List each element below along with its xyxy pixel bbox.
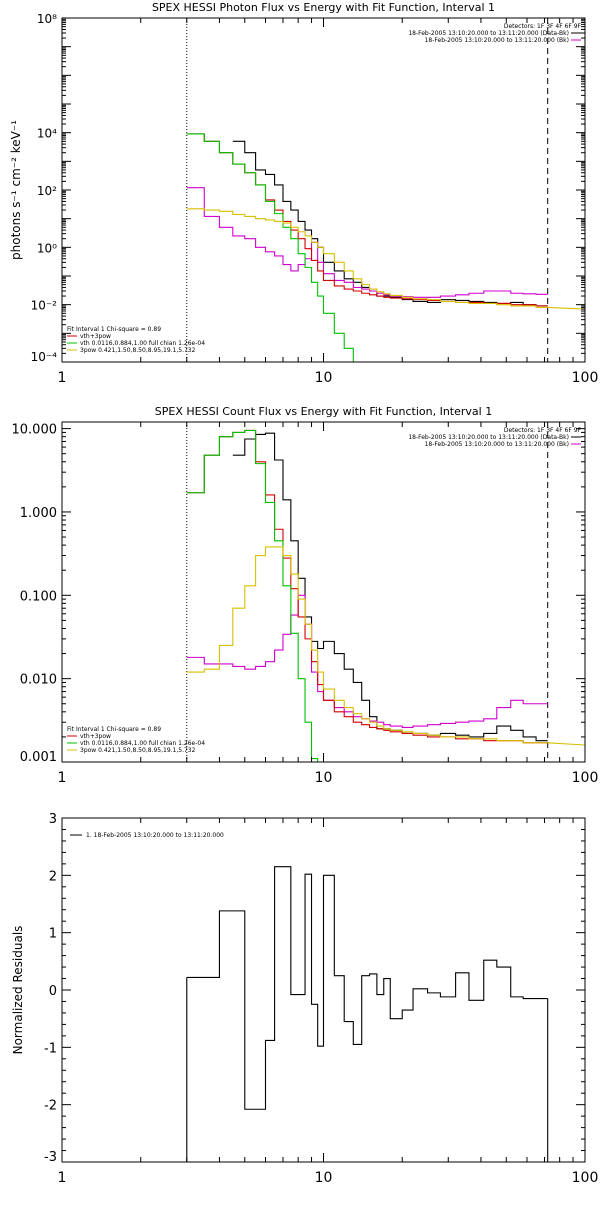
series-vth-3pow-line	[186, 429, 548, 744]
x-tick-label: 1	[58, 1170, 67, 1186]
x-tick-label: 100	[572, 770, 599, 786]
x-tick-label: 10	[315, 370, 333, 386]
legend-top-entry: 18-Feb-2005 13:10:20.000 to 13:11:20.000…	[425, 441, 569, 448]
series-vth-line	[186, 133, 354, 362]
y-tick-label: -1	[44, 1041, 57, 1056]
y-tick-label: 10⁴	[37, 127, 57, 141]
series-data-bk-line	[232, 432, 548, 742]
chart-panel-3: Normalized Residuals 1 10 100 -3 -2 -1 0 1 2 3 1. 1…	[11, 812, 598, 1186]
legend-bottom-entry: vth+3pow	[80, 733, 111, 740]
y-tick-label: 10⁻²	[31, 299, 58, 313]
y-tick-label: 0	[49, 984, 57, 999]
legend-bottom-entry: Fit Interval 1 Chi-square = 0.89	[67, 726, 161, 733]
chart-title: SPEX HESSI Count Flux vs Energy with Fit…	[155, 405, 492, 418]
chart-panel-1: SPEX HESSI Photon Flux vs Energy with Fi…	[9, 1, 598, 386]
x-tick-label: 1	[58, 370, 67, 386]
series-vth-line	[186, 429, 319, 762]
plot-data-layer	[186, 866, 549, 1162]
series-vth-3pow-line	[186, 133, 548, 307]
x-axis-ticks	[61, 818, 586, 1162]
legend-bottom-entry: 3pow 0.421,1.50,8.50,8.95,19.1,5.732	[80, 747, 196, 754]
x-tick-label: 10	[315, 770, 333, 786]
y-axis-ticks	[62, 428, 585, 763]
y-tick-label: -3	[44, 1150, 57, 1165]
y-tick-label: 0.100	[20, 589, 57, 604]
series-data-bk-line	[232, 140, 548, 307]
plot-data-layer	[186, 18, 585, 362]
chart-panel-2: SPEX HESSI Count Flux vs Energy with Fit…	[12, 405, 599, 786]
series-bk-line	[186, 187, 548, 298]
legend-bottom-entry: vth+3pow	[80, 333, 111, 340]
y-tick-label: 2	[49, 869, 57, 884]
legend-top-entry: 18-Feb-2005 13:10:20.000 to 13:11:20.000…	[425, 37, 569, 44]
series-1-18-feb-2005-13-10-20-000-to-13-11-20-000-line	[186, 866, 548, 1110]
plot-frame	[61, 421, 586, 763]
plot-data-layer	[186, 422, 585, 762]
x-tick-label: 100	[572, 370, 599, 386]
legend-bottom-entry: 3pow 0.421,1.50,8.50,8.95,19.1,5.732	[80, 347, 196, 354]
y-tick-label: 10.000	[12, 423, 58, 438]
legend-entry: 1. 18-Feb-2005 13:10:20.000 to 13:11:20.…	[86, 832, 224, 839]
y-tick-label: 10²	[37, 184, 57, 198]
y-tick-label: 10⁸	[37, 12, 57, 26]
legend-bottom-entry: Fit Interval 1 Chi-square = 0.89	[67, 326, 161, 333]
y-tick-label: -2	[44, 1099, 57, 1114]
y-tick-label: 1.000	[20, 506, 57, 521]
y-tick-label: 3	[49, 812, 57, 827]
y-axis-ticks	[62, 17, 585, 363]
legend-top-entry: Detectors: 1F 3F 4F 6F 9F	[504, 427, 582, 434]
y-tick-label: 0.001	[20, 750, 57, 765]
x-tick-label: 1	[58, 770, 67, 786]
y-tick-label: 0.010	[20, 673, 57, 688]
x-axis-ticks	[61, 422, 586, 762]
y-tick-label: 10⁻⁴	[31, 350, 58, 364]
series-3pow-line	[186, 546, 585, 746]
y-axis-ticks	[62, 817, 585, 1163]
legend-bottom-entry: vth 0.0116,0.884,1.00 full chian 1.26e-0…	[80, 340, 205, 347]
legend-top-entry: Detectors: 1F 3F 4F 6F 9F	[504, 23, 582, 30]
legend-top-entry: 18-Feb-2005 13:10:20.000 to 13:11:20.000…	[408, 434, 569, 441]
x-axis-ticks	[61, 18, 586, 362]
chart-title: SPEX HESSI Photon Flux vs Energy with Fi…	[152, 1, 495, 14]
series-bk-line	[186, 594, 548, 728]
y-tick-label: 10⁰	[37, 241, 57, 255]
y-axis-label: photons s⁻¹ cm⁻² keV⁻¹	[9, 120, 23, 260]
x-tick-label: 10	[315, 1170, 333, 1186]
legend-bottom-entry: vth 0.0116,0.884,1.00 full chian 1.26e-0…	[80, 740, 205, 747]
legend-top-entry: 18-Feb-2005 13:10:20.000 to 13:11:20.000…	[408, 30, 569, 37]
y-axis-label: Normalized Residuals	[11, 926, 25, 1055]
x-tick-label: 100	[572, 1170, 599, 1186]
y-tick-label: 1	[49, 927, 57, 942]
series-3pow-line	[186, 208, 585, 310]
